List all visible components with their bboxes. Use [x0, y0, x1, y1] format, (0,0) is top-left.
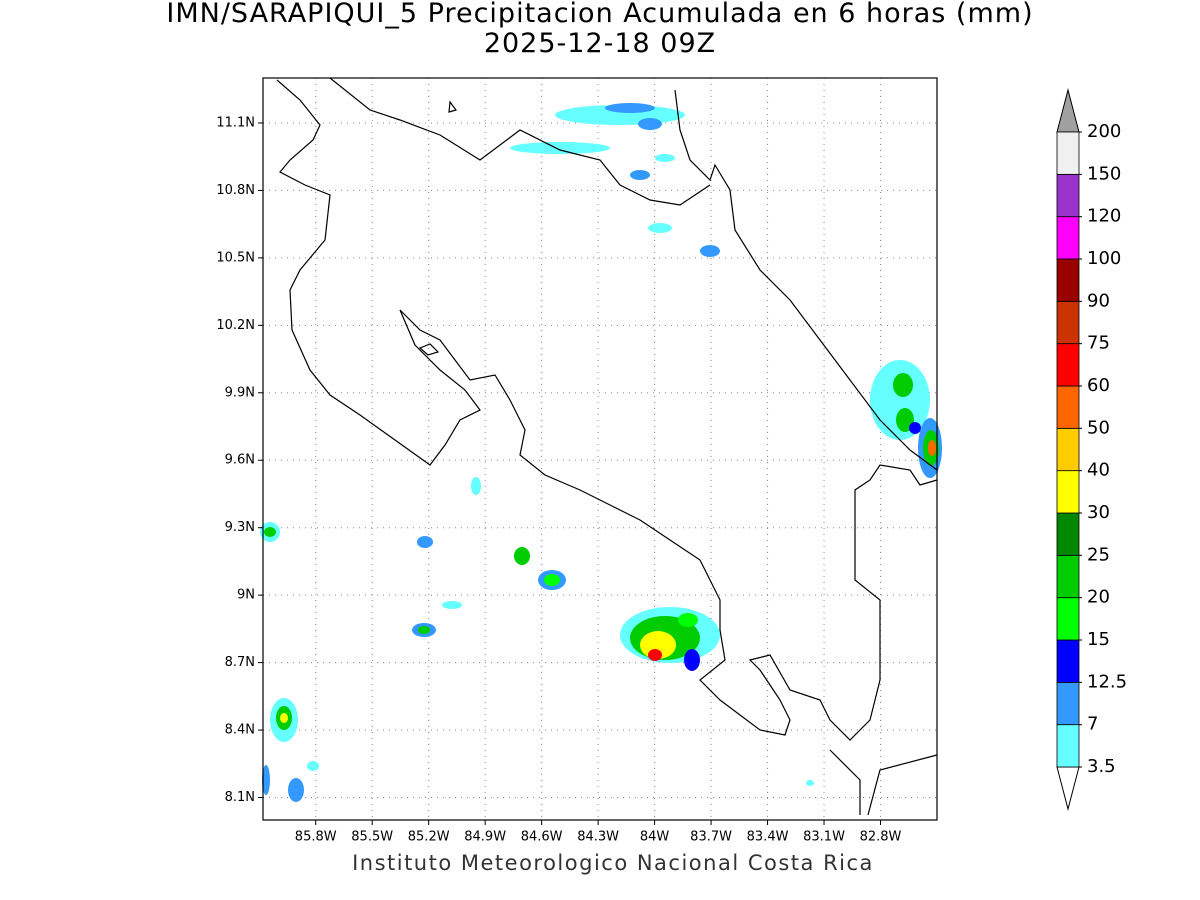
colorbar-label: 200 [1087, 121, 1121, 142]
colorbar-label: 50 [1087, 417, 1110, 438]
y-tick-label: 9.9N [225, 385, 255, 400]
colorbar-label: 60 [1087, 375, 1110, 396]
y-tick-label: 9N [237, 588, 255, 603]
x-tick-label: 84.9W [464, 830, 506, 845]
footer: Instituto Meteorologico Nacional Costa R… [352, 851, 874, 875]
x-tick-label: 83.1W [803, 830, 845, 845]
colorbar-label: 120 [1087, 206, 1121, 227]
colorbar-label: 12.5 [1087, 671, 1127, 692]
colorbar-segment [1056, 385, 1080, 429]
y-tick-label: 9.3N [225, 520, 255, 535]
colorbar-label: 15 [1087, 629, 1110, 650]
y-tick-label: 11.1N [216, 115, 255, 130]
title: IMN/SARAPIQUI_5 Precipitacion Acumulada … [166, 0, 1033, 29]
colorbar-label: 7 [1087, 714, 1098, 735]
colorbar-label: 3.5 [1087, 756, 1116, 777]
x-tick-label: 85.2W [408, 830, 450, 845]
y-tick-label: 8.1N [225, 790, 255, 805]
x-tick-label: 84.3W [577, 830, 619, 845]
colorbar-label: 20 [1087, 587, 1110, 608]
colorbar-label: 25 [1087, 544, 1110, 565]
colorbar-segment [1056, 512, 1080, 556]
y-tick-label: 10.5N [216, 250, 255, 265]
x-tick-label: 85.5W [351, 830, 393, 845]
colorbar-segment [1056, 258, 1080, 302]
map-frame [262, 77, 938, 821]
colorbar-segment [1056, 597, 1080, 641]
colorbar-segment [1056, 131, 1080, 175]
colorbar-segment [1056, 639, 1080, 683]
x-tick-label: 83.4W [747, 830, 789, 845]
colorbar-segment [1056, 300, 1080, 345]
colorbar-segment [1056, 343, 1080, 387]
colorbar-segment [1056, 724, 1080, 768]
subtitle: 2025-12-18 09Z [484, 28, 716, 59]
colorbar-label: 100 [1087, 248, 1121, 269]
precipitation [260, 103, 942, 802]
y-tick-label: 8.4N [225, 723, 255, 738]
colorbar-segment [1056, 216, 1080, 260]
x-tick-label: 84W [640, 830, 670, 845]
x-tick-label: 83.7W [690, 830, 732, 845]
coastline [276, 77, 938, 816]
y-tick-label: 10.8N [216, 183, 255, 198]
colorbar: 3.5 7 12.5 15 20 25 30 40 50 60 75 90 100 120 150 200 [1056, 88, 1127, 811]
x-tick-label: 84.6W [521, 830, 563, 845]
y-tick-label: 8.7N [225, 655, 255, 670]
colorbar-label: 90 [1087, 290, 1110, 311]
grid [263, 78, 937, 820]
colorbar-label: 75 [1087, 333, 1110, 354]
colorbar-label: 150 [1087, 163, 1121, 184]
x-tick-label: 82.8W [860, 830, 902, 845]
colorbar-over [1056, 88, 1080, 133]
colorbar-segment [1056, 427, 1080, 472]
x-tick-label: 85.8W [295, 830, 337, 845]
colorbar-segment [1056, 554, 1080, 599]
colorbar-segment [1056, 173, 1080, 218]
colorbar-segment [1056, 681, 1080, 726]
colorbar-under [1056, 766, 1080, 811]
y-tick-label: 9.6N [225, 453, 255, 468]
colorbar-segment [1056, 470, 1080, 514]
colorbar-label: 40 [1087, 460, 1110, 481]
y-tick-label: 10.2N [216, 318, 255, 333]
colorbar-label: 30 [1087, 502, 1110, 523]
